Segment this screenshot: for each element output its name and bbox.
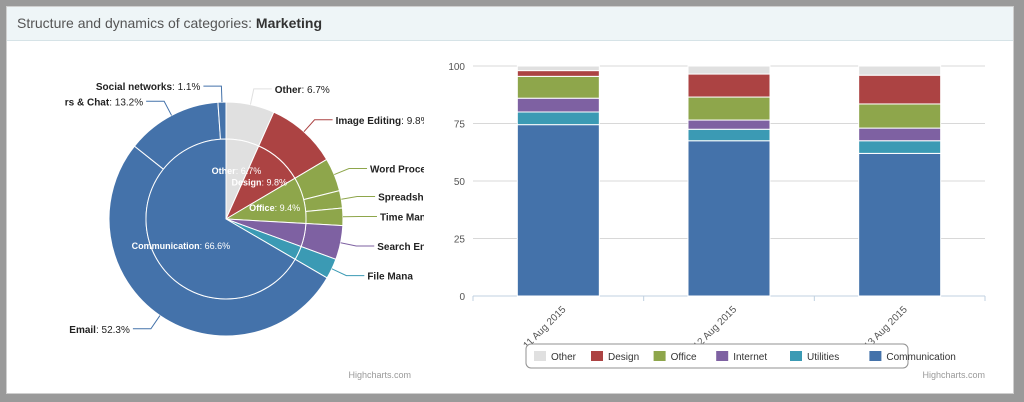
panel-header: Structure and dynamics of categories: Ma… (7, 7, 1013, 41)
legend-label-internet: Internet (733, 352, 767, 363)
legend-item-design[interactable]: Design (591, 351, 639, 363)
bar-utilities-13-aug-2015[interactable] (858, 140, 942, 154)
legend-label-design: Design (608, 352, 639, 363)
y-tick-label: 0 (459, 292, 465, 303)
inner-label-communication: Communication: 66.6% (132, 241, 231, 251)
bar-internet-13-aug-2015[interactable] (858, 127, 942, 142)
title-category: Marketing (255, 15, 323, 31)
bar-other-11-aug-2015[interactable] (516, 65, 600, 72)
outer-label-email: Email: 52.3% (69, 325, 130, 336)
outer-label-rs-chat: rs & Chat: 13.2% (65, 97, 143, 108)
legend-label-communication: Communication (886, 352, 955, 363)
y-tick-label: 50 (454, 177, 466, 188)
bar-other-13-aug-2015[interactable] (858, 65, 942, 76)
legend-swatch-office (653, 351, 666, 361)
bar-office-11-aug-2015[interactable] (516, 75, 600, 99)
outer-label-word-processors: Word Processors: 4 (370, 164, 424, 175)
inner-label-design: Design: 9.8% (232, 178, 288, 188)
legend-item-office[interactable]: Office (653, 351, 697, 363)
bar-design-13-aug-2015[interactable] (858, 74, 942, 105)
connector-file-mana (331, 268, 365, 277)
outer-label-file-mana: File Mana (367, 272, 413, 283)
bar-utilities-11-aug-2015[interactable] (516, 111, 600, 126)
legend-swatch-internet (716, 351, 729, 361)
outer-label-social-networks: Social networks: 1.1% (96, 82, 201, 93)
legend-swatch-design (591, 351, 603, 361)
bar-design-11-aug-2015[interactable] (516, 70, 600, 77)
bar-internet-11-aug-2015[interactable] (516, 97, 600, 113)
legend-item-communication[interactable]: Communication (869, 351, 956, 363)
bar-communication-12-aug-2015[interactable] (687, 140, 771, 297)
legend-swatch-communication (869, 351, 882, 361)
bar-utilities-12-aug-2015[interactable] (687, 128, 771, 142)
legend-item-utilities[interactable]: Utilities (790, 351, 839, 363)
inner-label-other: Other: 6.7% (212, 166, 262, 176)
connector-word-processors (334, 167, 368, 176)
outer-slice-time-manag[interactable] (305, 207, 344, 227)
outer-label-other: Other: 6.7% (275, 85, 330, 96)
inner-slice-communication[interactable] (145, 138, 296, 300)
outer-label-time-manag: Time Manag (380, 212, 424, 223)
legend-label-utilities: Utilities (807, 352, 839, 363)
credits-left[interactable]: Highcharts.com (348, 370, 411, 380)
bar-office-12-aug-2015[interactable] (687, 96, 771, 121)
legend-label-other: Other (551, 352, 577, 363)
connector-social-networks (203, 85, 223, 103)
legend-item-internet[interactable]: Internet (716, 351, 767, 363)
legend-swatch-other (534, 351, 546, 361)
bar-internet-12-aug-2015[interactable] (687, 119, 771, 130)
connector-rs-chat (146, 100, 173, 116)
connector-search-eng (340, 242, 375, 247)
bar-office-13-aug-2015[interactable] (858, 103, 942, 129)
connector-spreadsheet (341, 196, 376, 200)
bar-design-12-aug-2015[interactable] (687, 73, 771, 98)
connector-other (249, 88, 272, 105)
page-title: Structure and dynamics of categories: Ma… (17, 15, 322, 31)
outer-label-spreadsheet: Spreadsheet: 2. (378, 193, 424, 204)
connector-image-editing (303, 119, 333, 133)
outer-label-search-eng: Search Eng (377, 242, 424, 253)
legend-label-office: Office (671, 352, 697, 363)
pie-chart: Other: 6.7% Image Editing: 9.8% Word Proce… (65, 82, 424, 380)
outer-label-image-editing: Image Editing: 9.8% (336, 116, 424, 127)
credits-right[interactable]: Highcharts.com (922, 370, 985, 380)
bar-other-12-aug-2015[interactable] (687, 65, 771, 75)
y-tick-label: 100 (448, 62, 465, 73)
y-tick-label: 75 (454, 120, 466, 131)
bar-communication-13-aug-2015[interactable] (858, 152, 942, 297)
bar-communication-11-aug-2015[interactable] (516, 124, 600, 297)
inner-label-office: Office: 9.4% (249, 203, 300, 213)
legend-swatch-utilities (790, 351, 802, 361)
title-prefix: Structure and dynamics of categories: (17, 15, 256, 31)
y-tick-label: 25 (454, 235, 466, 246)
legend-item-other[interactable]: Other (534, 351, 577, 363)
connector-email (132, 315, 161, 330)
